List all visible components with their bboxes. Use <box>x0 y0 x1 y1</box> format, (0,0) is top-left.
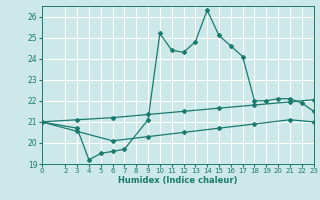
X-axis label: Humidex (Indice chaleur): Humidex (Indice chaleur) <box>118 176 237 185</box>
